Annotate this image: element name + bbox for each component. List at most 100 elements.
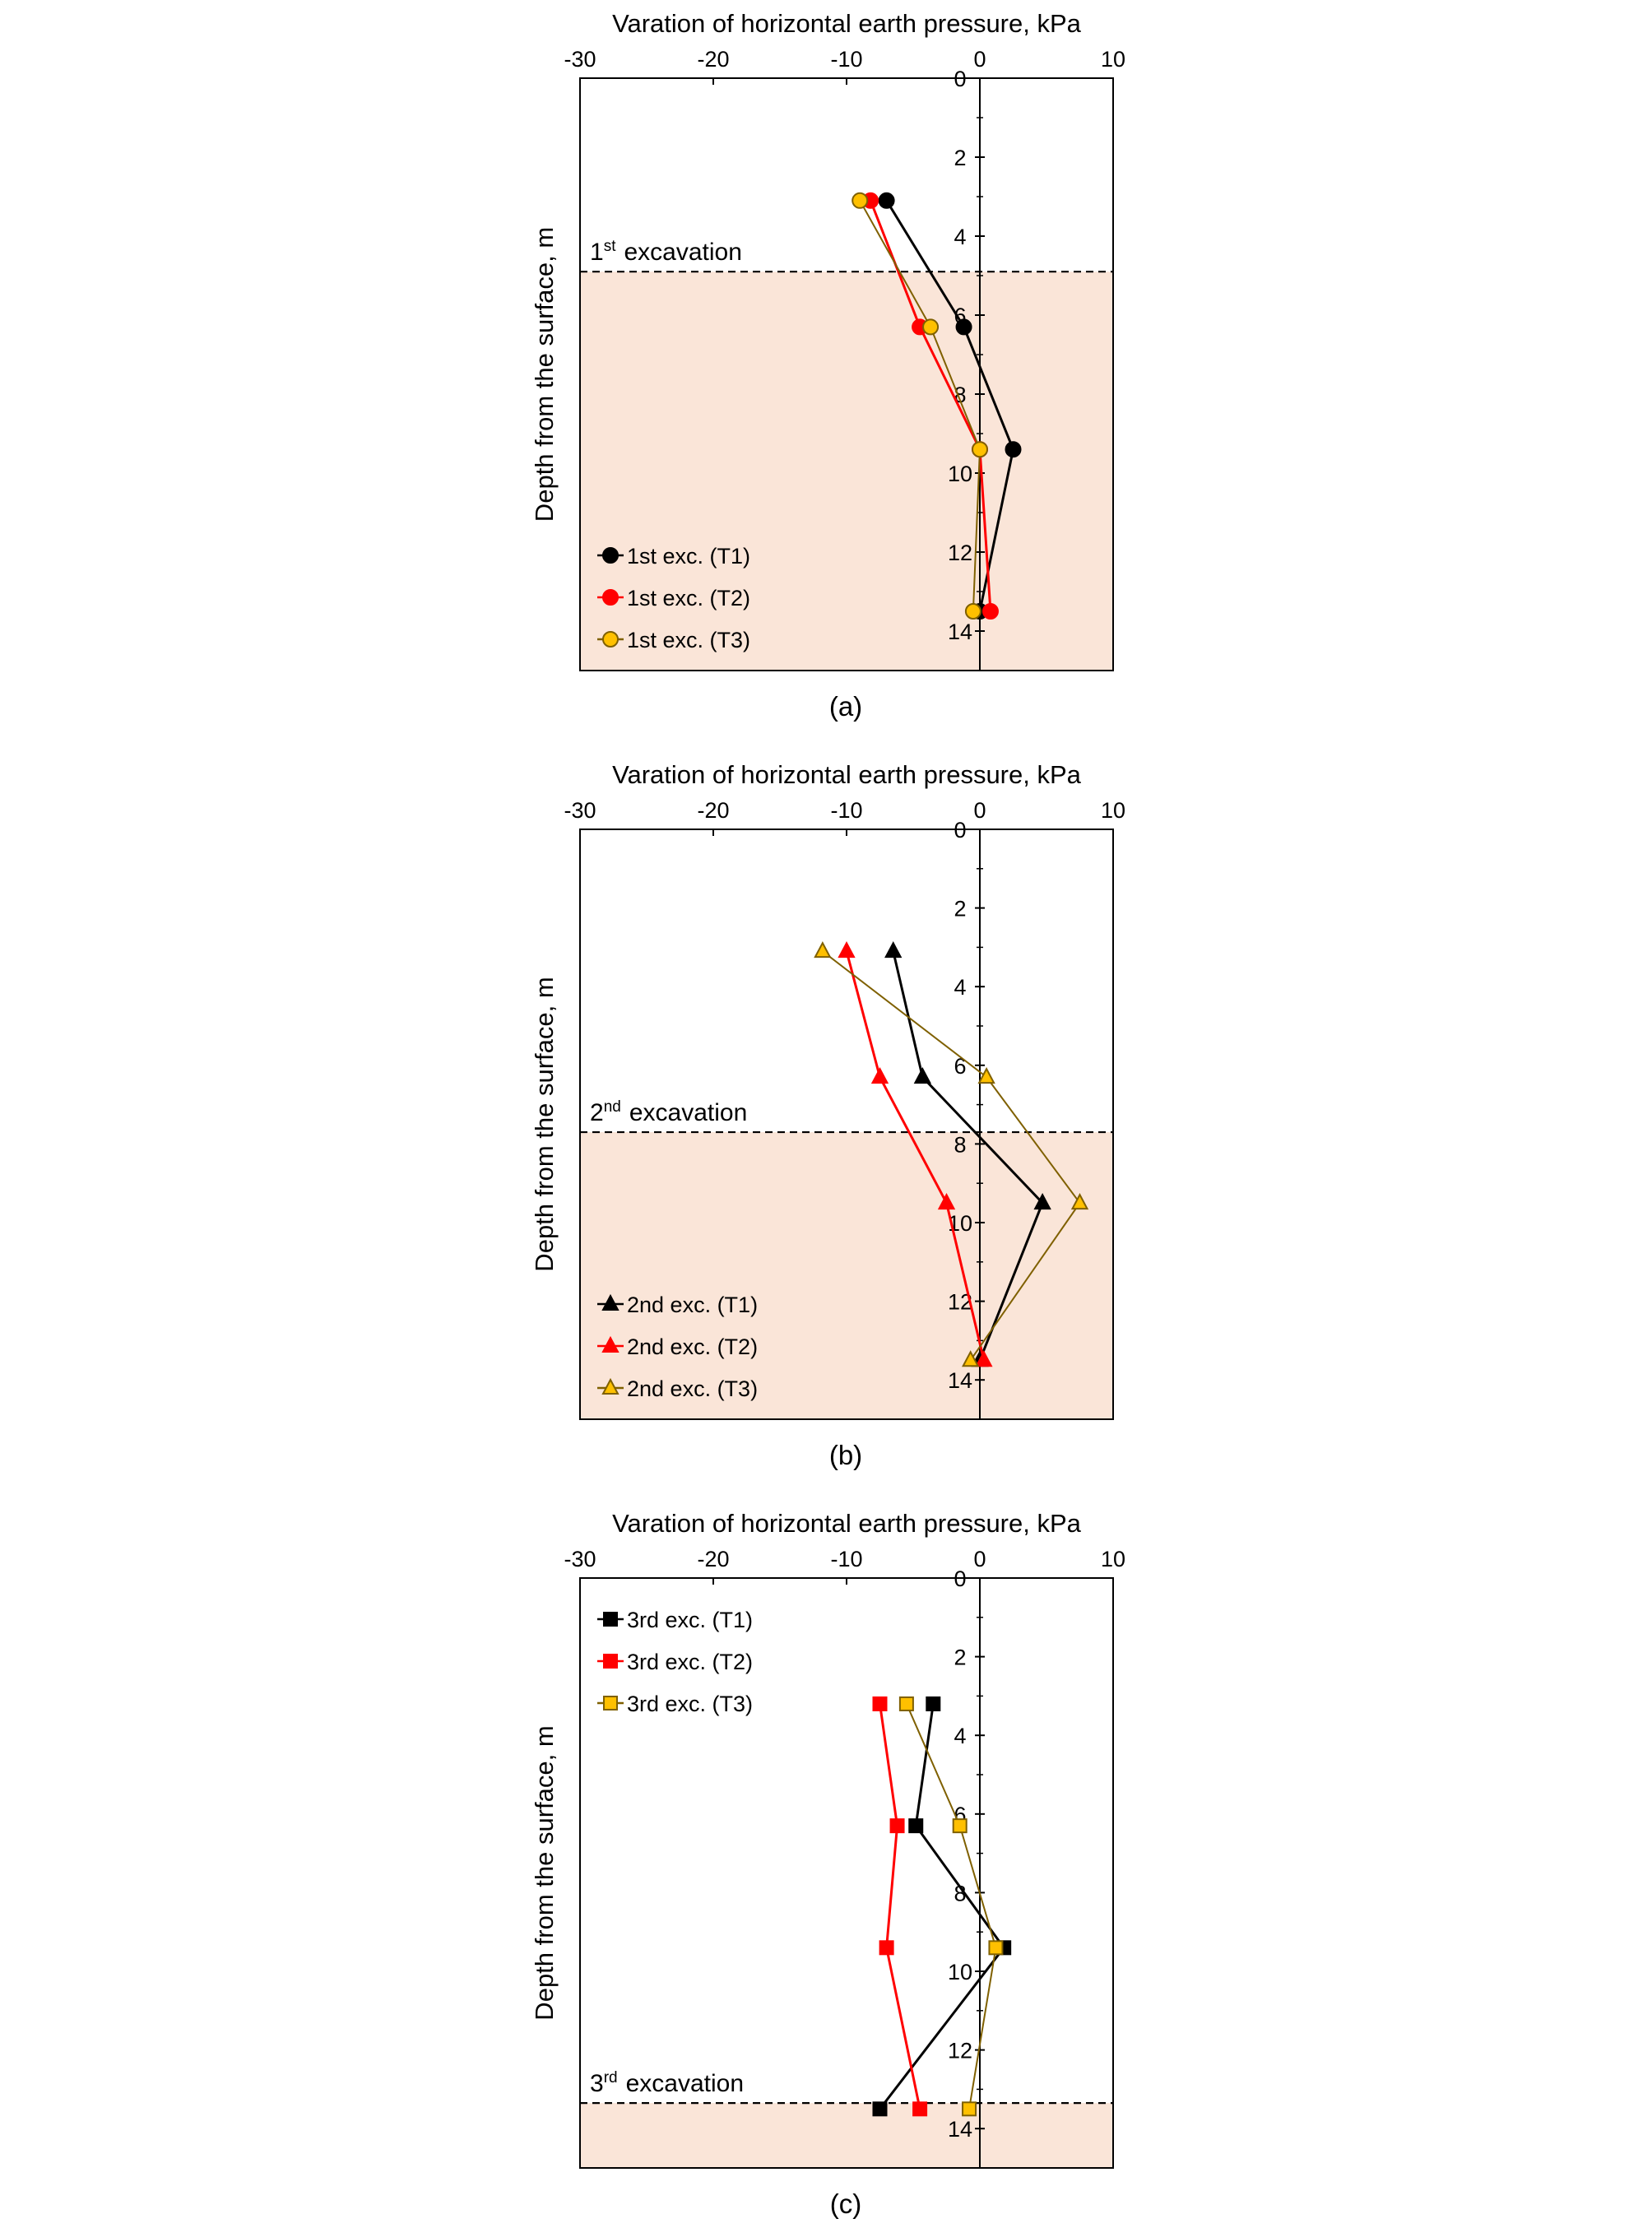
x-tick-label: -30 [564,798,596,823]
data-point [961,1350,980,1367]
data-point [988,1940,1004,1956]
y-tick-label: 12 [948,2039,972,2063]
series-2nd-exc-t3- [814,941,1089,1367]
data-point [1033,1192,1051,1210]
y-tick-label: 8 [954,1881,966,1905]
legend-marker [603,1696,618,1710]
legend-label: 1st exc. (T3) [627,628,750,652]
y-tick-label: 2 [954,897,966,921]
legend-entry: 2nd exc. (T2) [597,1334,758,1359]
y-tick-label: 0 [954,67,966,91]
data-point [889,1818,905,1834]
data-point [964,603,981,620]
excavation-label-number: 1 [590,239,604,266]
legend-label: 3rd exc. (T3) [627,1692,753,1716]
x-tick-label: 10 [1101,1547,1125,1571]
legend-entry: 1st exc. (T1) [597,544,750,569]
legend-label: 2nd exc. (T1) [627,1293,758,1317]
legend-entry: 1st exc. (T3) [597,628,750,652]
series-line [879,1703,921,2110]
x-tick-label: -20 [697,1547,729,1571]
y-tick-label: 4 [954,225,966,249]
excavation-label-text: excavation [626,2070,744,2097]
legend-label: 3rd exc. (T1) [627,1608,753,1632]
x-tick-label: -30 [564,1547,596,1571]
excavation-label-superscript: st [604,238,617,255]
legend-marker [602,589,619,606]
data-point [872,1696,888,1711]
legend-label: 2nd exc. (T2) [627,1334,758,1359]
y-axis-title: Depth from the surface, m [530,227,559,522]
data-point [814,941,832,959]
panel-caption: (c) [830,2189,861,2219]
x-axis-title: Varation of horizontal earth pressure, k… [612,9,1082,38]
data-point [926,1696,941,1711]
y-tick-label: 14 [948,620,972,644]
y-tick-label: 0 [954,1567,966,1591]
data-point [977,1067,995,1084]
legend-entry: 1st exc. (T2) [597,586,750,610]
excavated-zone [580,2103,1113,2168]
series-line [892,950,1044,1361]
y-tick-label: 12 [948,541,972,565]
data-point [913,1067,932,1084]
excavated-zone [580,272,1113,671]
x-tick-label: 10 [1101,47,1125,72]
legend-entry: 3rd exc. (T1) [597,1608,753,1632]
y-tick-label: 10 [948,1960,972,1984]
series-line [885,200,1015,612]
excavation-label-superscript: rd [604,2069,618,2086]
data-point [908,1818,924,1834]
x-tick-label: -20 [697,47,729,72]
legend-marker [601,1377,620,1395]
legend-label: 1st exc. (T2) [627,586,750,610]
y-axis-title: Depth from the surface, m [530,977,559,1271]
y-tick-label: 8 [954,1132,966,1157]
x-tick-label: 10 [1101,798,1125,823]
x-tick-label: -10 [830,47,862,72]
data-point [878,192,895,209]
y-tick-label: 4 [954,1724,966,1748]
legend-marker [601,1293,620,1311]
legend-entry: 2nd exc. (T1) [597,1293,758,1317]
x-tick-label: 0 [973,798,986,823]
series-3rd-exc-t2- [872,1696,928,2117]
legend-entry: 3rd exc. (T3) [597,1692,753,1716]
series-line [845,950,986,1361]
excavation-label-superscript: nd [604,1098,621,1116]
data-point [870,1067,889,1084]
x-tick-label: -10 [830,798,862,823]
series-line [822,950,1081,1361]
data-point [972,441,988,458]
legend-marker [601,1335,620,1353]
legend-entry: 3rd exc. (T2) [597,1650,753,1674]
y-tick-label: 2 [954,1645,966,1670]
excavation-label: 3rd excavation [590,2069,744,2097]
data-point [952,1818,968,1834]
legend-entry: 2nd exc. (T3) [597,1376,758,1401]
excavation-label-number: 2 [590,1099,604,1126]
legend-marker [603,1612,618,1627]
series-3rd-exc-t1- [872,1696,1012,2117]
x-tick-label: -20 [697,798,729,823]
data-point [1070,1192,1089,1210]
legend-label: 1st exc. (T1) [627,544,750,569]
data-point [852,192,869,209]
legend-marker [602,547,619,564]
chart-panel-b: -30 -20 -10 0 10 Varation of horizontal earth… [530,760,1125,1420]
data-point [884,941,903,959]
series-1st-exc-t1- [878,192,1022,620]
data-point [922,318,940,336]
x-axis-title: Varation of horizontal earth pressure, k… [612,760,1082,789]
series-3rd-exc-t3- [898,1696,1004,2117]
series-1st-exc-t3- [852,192,988,620]
x-tick-label: 0 [973,1547,986,1571]
legend-label: 2nd exc. (T3) [627,1376,758,1401]
x-tick-label: -10 [830,1547,862,1571]
data-point [872,2101,888,2117]
data-point [981,603,999,620]
data-point [1005,441,1022,458]
data-point [879,1940,894,1956]
series-line [905,1703,997,2110]
